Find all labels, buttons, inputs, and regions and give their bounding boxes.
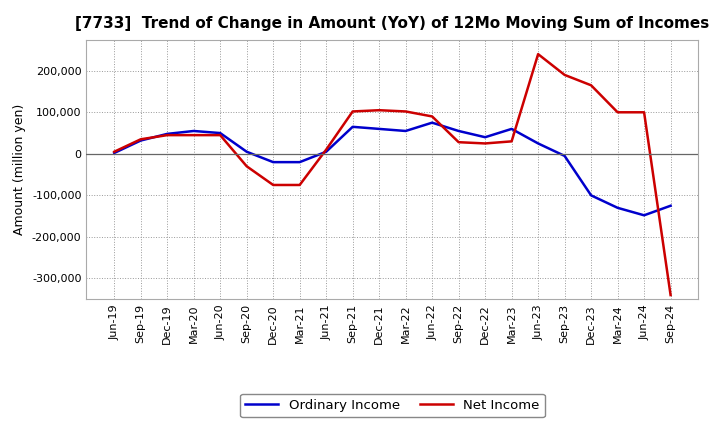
Ordinary Income	[640, 213, 649, 218]
Ordinary Income	[189, 128, 198, 134]
Net Income	[322, 147, 330, 152]
Ordinary Income	[401, 128, 410, 134]
Net Income	[666, 293, 675, 298]
Ordinary Income	[560, 153, 569, 158]
Ordinary Income	[375, 126, 384, 132]
Ordinary Income	[136, 138, 145, 143]
Ordinary Income	[348, 124, 357, 129]
Line: Ordinary Income: Ordinary Income	[114, 123, 670, 215]
Net Income	[640, 110, 649, 115]
Y-axis label: Amount (million yen): Amount (million yen)	[14, 104, 27, 235]
Ordinary Income	[666, 203, 675, 209]
Net Income	[295, 182, 304, 187]
Net Income	[428, 114, 436, 119]
Net Income	[534, 51, 542, 57]
Net Income	[163, 132, 171, 138]
Net Income	[613, 110, 622, 115]
Ordinary Income	[613, 205, 622, 210]
Net Income	[136, 137, 145, 142]
Net Income	[243, 164, 251, 169]
Title: [7733]  Trend of Change in Amount (YoY) of 12Mo Moving Sum of Incomes: [7733] Trend of Change in Amount (YoY) o…	[76, 16, 709, 32]
Net Income	[110, 149, 119, 154]
Ordinary Income	[322, 149, 330, 154]
Ordinary Income	[216, 130, 225, 136]
Ordinary Income	[428, 120, 436, 125]
Ordinary Income	[481, 135, 490, 140]
Net Income	[560, 72, 569, 77]
Ordinary Income	[454, 128, 463, 134]
Ordinary Income	[587, 193, 595, 198]
Net Income	[216, 132, 225, 138]
Net Income	[587, 83, 595, 88]
Ordinary Income	[243, 149, 251, 154]
Ordinary Income	[163, 131, 171, 136]
Net Income	[401, 109, 410, 114]
Line: Net Income: Net Income	[114, 54, 670, 295]
Net Income	[189, 132, 198, 138]
Ordinary Income	[534, 141, 542, 146]
Ordinary Income	[110, 150, 119, 156]
Net Income	[348, 109, 357, 114]
Net Income	[454, 139, 463, 145]
Legend: Ordinary Income, Net Income: Ordinary Income, Net Income	[240, 394, 545, 417]
Ordinary Income	[295, 159, 304, 165]
Ordinary Income	[508, 126, 516, 132]
Net Income	[269, 182, 277, 187]
Net Income	[508, 139, 516, 144]
Net Income	[481, 141, 490, 146]
Ordinary Income	[269, 159, 277, 165]
Net Income	[375, 107, 384, 113]
